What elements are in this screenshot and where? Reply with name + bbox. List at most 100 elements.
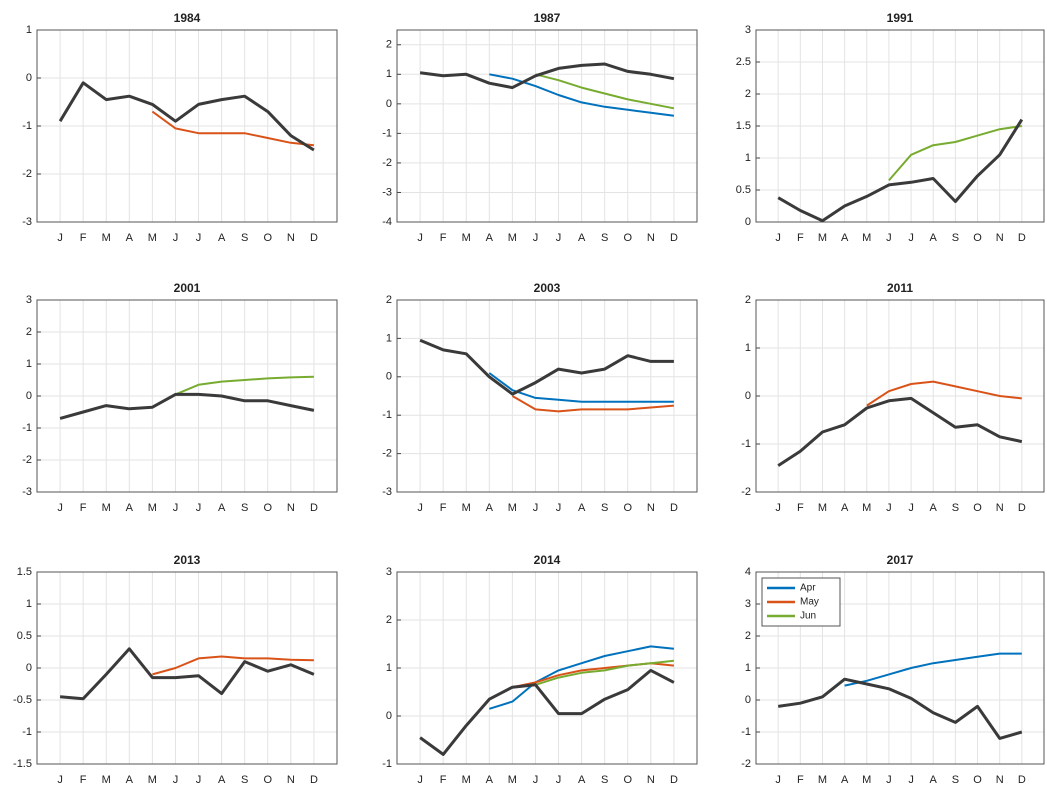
- y-tick-label: -3: [22, 486, 32, 498]
- y-tick-label: -1: [22, 726, 32, 738]
- x-tick-label: F: [797, 502, 804, 514]
- legend-label: May: [800, 597, 819, 608]
- y-tick-label: -1: [382, 409, 392, 421]
- y-tick-label: -1: [22, 120, 32, 132]
- x-tick-label: J: [173, 502, 179, 514]
- x-tick-label: O: [973, 774, 982, 786]
- x-tick-label: F: [80, 774, 87, 786]
- y-tick-label: 2: [745, 294, 751, 306]
- x-tick-label: J: [775, 502, 781, 514]
- observed-line: [777, 396, 1023, 467]
- y-tick-label: 1: [26, 24, 32, 36]
- y-tick-label: 0: [26, 390, 32, 402]
- y-tick-label: 2: [745, 630, 751, 642]
- x-tick-label: N: [647, 774, 655, 786]
- x-tick-label: F: [440, 774, 447, 786]
- x-tick-label: M: [102, 774, 111, 786]
- forecast-line: [488, 372, 674, 403]
- y-tick-label: 3: [745, 598, 751, 610]
- x-tick-label: N: [287, 232, 295, 244]
- x-tick-label: F: [80, 502, 87, 514]
- panel: J F M A M J J A S O N D -3 -2 -1 0 1 2 3 2001: [22, 281, 338, 514]
- y-tick-label: 1: [745, 662, 751, 674]
- x-tick-label: J: [556, 502, 562, 514]
- y-tick-label: 1: [386, 662, 392, 674]
- x-tick-label: J: [908, 774, 914, 786]
- x-tick-label: A: [126, 502, 134, 514]
- y-tick-label: 0: [386, 98, 392, 110]
- x-tick-label: D: [1018, 232, 1026, 244]
- x-tick-label: M: [148, 774, 157, 786]
- x-tick-label: J: [775, 232, 781, 244]
- x-tick-label: J: [908, 232, 914, 244]
- y-tick-label: 3: [386, 566, 392, 578]
- panel: J F M A M J J A S O N D -2 -1 0 1 2 2011: [741, 281, 1045, 514]
- y-tick-label: 1: [745, 152, 751, 164]
- x-tick-label: O: [263, 774, 272, 786]
- x-tick-label: S: [241, 232, 248, 244]
- x-tick-label: J: [173, 774, 179, 786]
- x-tick-label: M: [862, 502, 871, 514]
- x-tick-label: A: [930, 502, 938, 514]
- x-tick-label: J: [533, 774, 539, 786]
- x-tick-label: F: [797, 774, 804, 786]
- x-tick-label: J: [417, 774, 423, 786]
- x-tick-label: F: [80, 232, 87, 244]
- x-tick-label: J: [57, 232, 63, 244]
- x-tick-label: A: [218, 774, 226, 786]
- y-tick-label: 2: [745, 88, 751, 100]
- x-tick-label: N: [647, 502, 655, 514]
- panel-title: 1984: [174, 11, 201, 25]
- panel: J F M A M J J A S O N D -3 -2 -1 0 1 1984: [22, 11, 338, 244]
- y-tick-label: -2: [382, 157, 392, 169]
- observed-line: [419, 668, 675, 756]
- y-tick-label: -3: [382, 486, 392, 498]
- x-tick-label: A: [218, 232, 226, 244]
- x-tick-label: N: [996, 774, 1004, 786]
- y-tick-label: 0: [745, 216, 751, 228]
- forecast-line: [888, 125, 1022, 182]
- panel-title: 2001: [174, 281, 201, 295]
- panel-title: 2017: [887, 553, 914, 567]
- y-tick-label: 0: [26, 72, 32, 84]
- y-tick-label: 1: [745, 342, 751, 354]
- x-tick-label: A: [486, 232, 494, 244]
- axes-box: [755, 571, 1045, 765]
- x-tick-label: A: [126, 774, 134, 786]
- x-tick-label: O: [973, 232, 982, 244]
- panel: J F M A M J J A S O N D -4 -3 -2 -1 0 1 2 1987: [382, 11, 698, 244]
- x-tick-label: M: [818, 502, 827, 514]
- y-tick-label: -1: [22, 422, 32, 434]
- axes-box: [396, 571, 698, 765]
- y-tick-label: 2: [386, 39, 392, 51]
- y-tick-label: 3: [745, 24, 751, 36]
- y-tick-label: -4: [382, 216, 392, 228]
- panel-title: 2013: [174, 553, 201, 567]
- axes-box: [396, 29, 698, 223]
- observed-line: [419, 338, 674, 396]
- axes-box: [36, 29, 338, 223]
- x-tick-label: O: [263, 232, 272, 244]
- x-tick-label: S: [601, 232, 608, 244]
- y-tick-label: -3: [22, 216, 32, 228]
- x-tick-label: A: [218, 502, 226, 514]
- x-tick-label: A: [930, 774, 938, 786]
- x-tick-label: O: [623, 502, 632, 514]
- x-tick-label: M: [508, 774, 517, 786]
- x-tick-label: M: [862, 774, 871, 786]
- x-tick-label: F: [440, 502, 447, 514]
- x-tick-label: D: [310, 774, 318, 786]
- y-tick-label: -2: [382, 448, 392, 460]
- x-tick-label: N: [996, 232, 1004, 244]
- x-tick-label: J: [196, 232, 202, 244]
- y-tick-label: 0.5: [736, 184, 751, 196]
- x-tick-label: M: [508, 502, 517, 514]
- y-tick-label: 0: [26, 662, 32, 674]
- forecast-line: [175, 375, 314, 396]
- x-tick-label: M: [462, 502, 471, 514]
- x-tick-label: A: [841, 774, 849, 786]
- panel: J F M A M J J A S O N D 0 0.5 1 1.5 2 2.5 3 1991: [736, 11, 1045, 244]
- x-tick-label: J: [886, 232, 892, 244]
- x-tick-label: D: [1018, 774, 1026, 786]
- y-tick-label: 2: [26, 326, 32, 338]
